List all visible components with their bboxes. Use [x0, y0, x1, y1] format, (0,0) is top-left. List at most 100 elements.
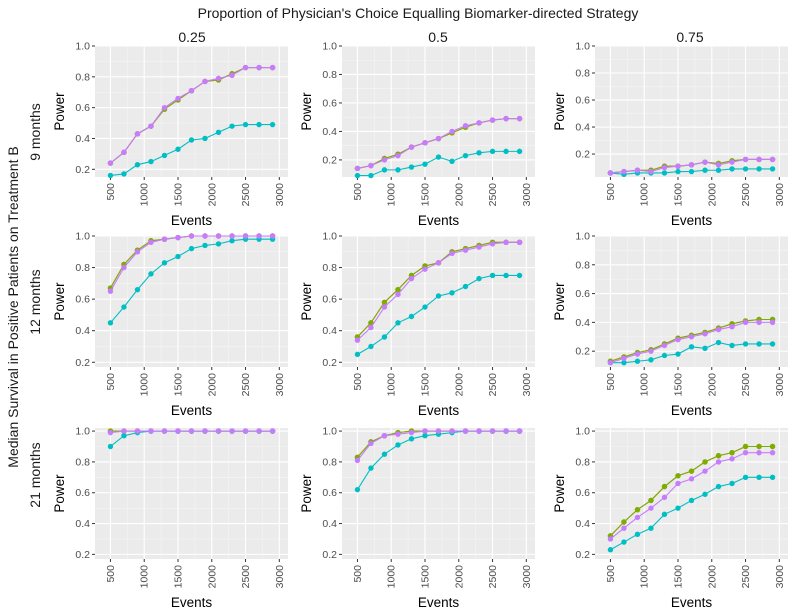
data-point: [476, 150, 482, 156]
x-tick-label: 3000: [521, 373, 533, 397]
data-point: [516, 115, 523, 122]
data-point: [675, 473, 681, 479]
y-tick-label: 0.6: [322, 487, 337, 499]
x-tick-label: 1500: [672, 183, 684, 207]
x-axis-title: Events: [171, 213, 213, 228]
data-point: [607, 547, 614, 553]
panel: 0.2 0.4 0.6 0.8 1.0 500 1000 1500 2000 2500 3000 Ev…: [52, 426, 288, 610]
data-point: [688, 334, 695, 340]
data-point: [408, 164, 415, 170]
x-tick-label: 2500: [740, 183, 752, 207]
data-point: [462, 247, 469, 253]
data-point: [134, 428, 141, 434]
x-tick-label: 1000: [639, 565, 651, 589]
data-point: [742, 166, 749, 172]
data-point: [161, 260, 168, 266]
data-point: [769, 156, 776, 163]
y-tick-label: 0.4: [75, 325, 90, 337]
data-point: [422, 304, 428, 310]
data-point: [134, 249, 141, 255]
data-point: [729, 480, 735, 487]
x-tick-label: 500: [605, 183, 617, 201]
x-tick-label: 2000: [206, 565, 218, 589]
x-tick-label: 3000: [774, 373, 786, 397]
data-point: [648, 168, 654, 175]
data-point: [661, 164, 668, 171]
data-point: [634, 167, 641, 173]
data-point: [354, 351, 361, 358]
y-tick-label: 0.6: [75, 102, 90, 114]
data-point: [381, 299, 388, 305]
data-point: [354, 172, 361, 179]
data-point: [769, 341, 776, 347]
y-tick-label: 1.0: [322, 231, 337, 243]
data-point: [422, 140, 428, 146]
data-point: [381, 157, 388, 163]
data-point: [688, 168, 695, 175]
data-point: [462, 283, 469, 290]
data-point: [107, 443, 114, 450]
data-point: [121, 149, 127, 156]
data-point: [435, 260, 442, 266]
x-tick-label: 2000: [706, 373, 718, 397]
data-point: [381, 433, 388, 439]
y-axis-title: Power: [299, 474, 314, 513]
data-point: [381, 304, 388, 310]
data-point: [769, 166, 776, 172]
row-label-1: 9 months: [27, 103, 43, 161]
y-tick-label: 0.2: [322, 154, 337, 166]
data-point: [229, 123, 235, 129]
data-point: [368, 465, 374, 471]
x-tick-label: 1500: [672, 373, 684, 397]
data-point: [661, 170, 668, 176]
data-point: [661, 494, 668, 501]
y-tick-label: 0.6: [575, 487, 590, 499]
data-point: [134, 161, 141, 168]
panel-background: [95, 428, 288, 559]
x-tick-label: 2000: [453, 373, 465, 397]
x-tick-label: 1500: [419, 373, 431, 397]
data-point: [769, 319, 776, 326]
y-tick-label: 0.8: [322, 69, 337, 81]
data-point: [462, 152, 469, 159]
x-tick-label: 3000: [274, 565, 286, 589]
data-point: [354, 165, 361, 172]
x-tick-label: 1000: [139, 373, 151, 397]
x-tick-label: 500: [352, 373, 364, 391]
x-tick-label: 500: [352, 565, 364, 583]
y-tick-label: 0.2: [575, 149, 590, 161]
y-tick-label: 1.0: [322, 426, 337, 438]
data-point: [175, 234, 181, 241]
x-axis-title: Events: [418, 595, 460, 610]
data-point: [408, 436, 415, 442]
y-tick-label: 1.0: [575, 41, 590, 53]
y-tick-label: 0.8: [75, 456, 90, 468]
data-point: [503, 428, 509, 434]
data-point: [675, 480, 681, 487]
data-point: [702, 345, 708, 351]
data-point: [688, 476, 695, 482]
data-point: [256, 64, 262, 71]
data-point: [368, 172, 374, 179]
data-point: [688, 497, 695, 504]
data-point: [688, 468, 695, 474]
data-point: [215, 129, 222, 136]
data-point: [202, 233, 208, 239]
x-tick-label: 500: [605, 373, 617, 391]
data-point: [148, 428, 154, 434]
data-point: [742, 341, 749, 347]
x-tick-label: 1000: [639, 373, 651, 397]
data-point: [121, 428, 127, 434]
data-point: [395, 286, 401, 293]
x-tick-label: 2500: [487, 183, 499, 207]
y-tick-label: 0.6: [322, 97, 337, 109]
data-point: [381, 334, 388, 340]
data-point: [489, 272, 496, 279]
y-tick-label: 1.0: [75, 41, 90, 53]
data-point: [634, 514, 641, 521]
panel-grid: 0.2 0.4 0.6 0.8 1.0 500 1000 1500 2000 2500 3000 Ev…: [52, 41, 788, 610]
x-tick-label: 3000: [274, 373, 286, 397]
data-point: [489, 117, 496, 123]
data-point: [202, 242, 208, 249]
y-tick-label: 0.6: [575, 288, 590, 300]
